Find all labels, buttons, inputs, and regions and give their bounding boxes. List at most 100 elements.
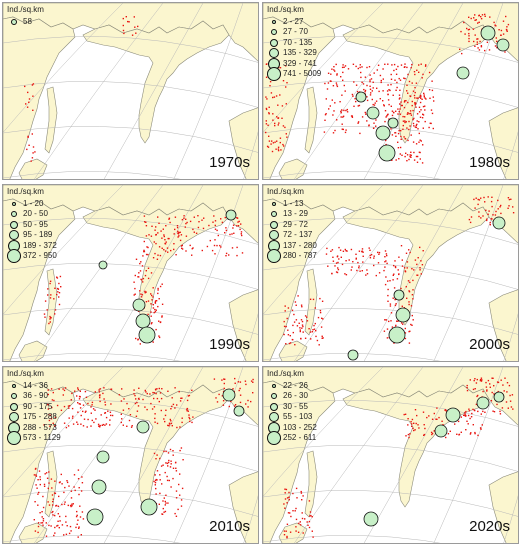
legend-class-label: 20 - 50 (23, 209, 48, 218)
survey-station-dot (284, 126, 286, 129)
survey-station-dot (301, 320, 304, 323)
survey-station-dot (406, 113, 409, 115)
legend-class: 573 - 1129 (7, 431, 61, 446)
legend-circle-icon (7, 381, 21, 391)
survey-station-dot (355, 257, 357, 259)
survey-station-dot (159, 474, 161, 476)
survey-station-dot (74, 489, 76, 492)
survey-station-dot (377, 262, 380, 264)
survey-station-dot (163, 249, 165, 251)
density-circle (347, 349, 359, 361)
survey-station-dot (404, 63, 406, 65)
graticule-meridian (243, 495, 258, 543)
survey-station-dot (276, 140, 278, 142)
survey-station-dot (154, 484, 156, 486)
survey-station-dot (90, 425, 92, 427)
survey-station-dot (139, 343, 141, 345)
survey-station-dot (147, 246, 149, 249)
survey-station-dot (69, 504, 72, 507)
graticule-parallel (3, 535, 182, 543)
survey-station-dot (37, 493, 39, 495)
survey-station-dot (496, 403, 498, 406)
survey-station-dot (139, 270, 142, 272)
survey-station-dot (409, 155, 411, 158)
survey-station-dot (134, 293, 136, 295)
survey-station-dot (380, 79, 382, 82)
survey-station-dot (168, 459, 170, 462)
survey-station-dot (244, 380, 247, 382)
survey-station-dot (419, 269, 421, 271)
survey-station-dot (436, 418, 438, 420)
survey-station-dot (272, 119, 274, 121)
survey-station-dot (222, 404, 225, 406)
survey-station-dot (206, 245, 209, 248)
survey-station-dot (80, 423, 82, 425)
survey-station-dot (332, 85, 335, 87)
survey-station-dot (293, 313, 295, 316)
survey-station-dot (383, 105, 385, 107)
survey-station-dot (265, 120, 267, 122)
survey-station-dot (163, 497, 165, 499)
survey-station-dot (358, 265, 360, 267)
survey-station-dot (338, 258, 340, 260)
survey-station-dot (366, 84, 368, 87)
survey-station-dot (506, 26, 508, 28)
survey-station-dot (345, 274, 348, 276)
survey-station-dot (412, 319, 414, 321)
survey-station-dot (405, 286, 407, 288)
survey-station-dot (44, 300, 47, 302)
survey-station-dot (209, 239, 211, 242)
survey-station-dot (359, 64, 361, 66)
survey-station-dot (56, 276, 58, 278)
survey-station-dot (51, 399, 54, 401)
survey-station-dot (332, 114, 334, 116)
survey-station-dot (76, 514, 78, 517)
survey-station-dot (478, 215, 480, 218)
land-mass-2 (342, 20, 490, 144)
survey-station-dot (385, 143, 387, 146)
survey-station-dot (273, 96, 276, 98)
survey-station-dot (295, 507, 297, 510)
survey-station-dot (39, 483, 41, 486)
survey-station-dot (404, 121, 406, 124)
survey-station-dot (401, 104, 403, 107)
survey-station-dot (185, 222, 187, 225)
survey-station-dot (157, 289, 159, 291)
survey-station-dot (59, 520, 61, 522)
legend-class-label: 135 - 329 (283, 48, 317, 57)
graticule-meridian (3, 3, 124, 133)
survey-station-dot (361, 66, 363, 68)
survey-station-dot (265, 108, 268, 111)
survey-station-dot (294, 301, 297, 303)
survey-station-dot (37, 531, 39, 534)
graticule-parallel (263, 263, 518, 290)
legend-class-label: 13 - 29 (283, 209, 308, 218)
survey-station-dot (180, 447, 183, 449)
survey-station-dot (421, 98, 423, 100)
survey-station-dot (125, 16, 127, 18)
survey-station-dot (422, 114, 425, 116)
survey-station-dot (154, 479, 157, 482)
survey-station-dot (47, 487, 49, 490)
survey-station-dot (221, 221, 224, 224)
survey-station-dot (42, 518, 45, 520)
survey-station-dot (418, 141, 420, 143)
survey-station-dot (214, 224, 216, 227)
survey-station-dot (302, 532, 304, 534)
survey-station-dot (161, 283, 163, 285)
survey-station-dot (152, 287, 154, 289)
survey-station-dot (148, 234, 150, 236)
survey-station-dot (415, 82, 418, 84)
survey-station-dot (49, 425, 51, 427)
survey-station-dot (341, 94, 343, 96)
survey-station-dot (428, 415, 430, 417)
survey-station-dot (58, 292, 61, 294)
survey-station-dot (172, 454, 174, 456)
survey-station-dot (361, 116, 364, 118)
survey-station-dot (508, 198, 511, 201)
survey-station-dot (57, 291, 59, 293)
graticule-parallel (263, 81, 518, 108)
survey-station-dot (340, 116, 342, 118)
survey-station-dot (46, 309, 48, 311)
survey-station-dot (110, 414, 112, 417)
